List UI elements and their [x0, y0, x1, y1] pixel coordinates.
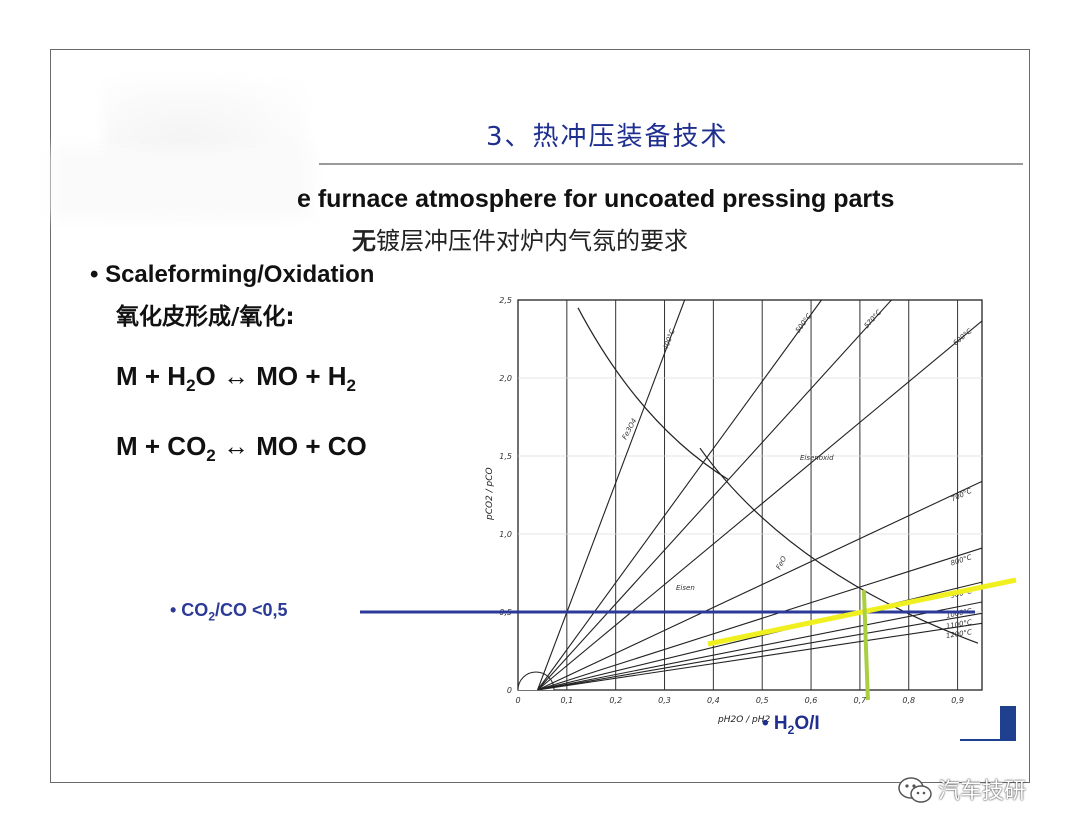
isotherm-label: 500°C — [794, 312, 813, 334]
isotherm-label: 1200°C — [945, 628, 972, 640]
region-label: Eisenoxid — [800, 454, 834, 462]
h2o-h2-label: • H2O/I — [762, 713, 820, 737]
x-tick-label: 0,8 — [902, 696, 915, 705]
x-tick-label: 0,6 — [805, 696, 818, 705]
chart-frame — [517, 299, 983, 691]
x-tick-label: 0,3 — [658, 696, 671, 705]
slide-title: 3、热冲压装备技术 — [486, 122, 729, 152]
x-tick-label: 0,5 — [756, 696, 769, 705]
isotherm-label: 800°C — [950, 553, 973, 567]
blurred-region — [51, 148, 311, 218]
equation-water: M + H2O ↔ MO + H2 — [116, 361, 356, 396]
watermark-text: 汽车技研 — [938, 779, 1027, 804]
isotherm-line — [537, 480, 983, 691]
title-divider — [319, 163, 1023, 165]
isotherm-line — [537, 601, 983, 691]
highlight-band — [707, 577, 1017, 647]
heading-cn-bold: 无 — [352, 227, 376, 255]
h2o-h2-limit-line — [861, 589, 870, 701]
x-axis-label: pH2O / pH2 — [717, 715, 771, 725]
wechat-icon — [898, 777, 932, 803]
x-tick-label: 0,9 — [951, 696, 964, 705]
corner-mark — [1000, 706, 1016, 740]
region-label: Eisen — [676, 584, 695, 592]
isotherm-label: 700°C — [950, 487, 973, 504]
isotherm-line — [537, 612, 983, 691]
isotherm-line — [537, 299, 686, 691]
bullet-chinese: 氧化皮形成/氧化: — [116, 304, 295, 330]
x-tick-label: 0,2 — [609, 696, 622, 705]
x-tick-label: 0,4 — [707, 696, 720, 705]
heading-chinese: 无镀层冲压件对炉内气氛的要求 — [352, 221, 688, 256]
region-label: FeO — [775, 555, 789, 571]
heading-english: e furnace atmosphere for uncoated pressi… — [297, 185, 895, 213]
heading-cn-rest: 镀层冲压件对炉内气氛的要求 — [376, 227, 688, 255]
isotherm-label: 400°C — [662, 328, 677, 351]
bullet-scaleforming: • Scaleforming/Oxidation — [90, 261, 375, 288]
y-tick-label: 0 — [507, 686, 512, 695]
isotherm-line — [537, 622, 983, 691]
co2-co-limit-label: • CO2/CO <0,5 — [170, 600, 288, 624]
x-tick-label: 0,7 — [854, 696, 868, 705]
x-tick-label: 0,1 — [560, 696, 573, 705]
y-tick-label: 2,0 — [499, 374, 512, 383]
isotherm-line — [537, 299, 822, 691]
y-tick-label: 1,5 — [499, 452, 512, 461]
y-axis-label: pCO2 / pCO — [485, 467, 495, 521]
equation-co2: M + CO2 ↔ MO + CO — [116, 431, 367, 466]
y-tick-label: 1,0 — [499, 530, 512, 539]
isotherm-line — [537, 299, 892, 691]
isotherm-line — [537, 320, 983, 691]
isotherm-line — [537, 547, 983, 691]
x-tick-label: 0 — [515, 696, 520, 705]
isotherm-label: 570°C — [863, 308, 884, 330]
boundary-feo-fe — [699, 447, 979, 644]
isotherm-label: 600°C — [952, 327, 974, 347]
boundary-fe3o4-feo — [577, 307, 729, 480]
y-tick-label: 2,5 — [499, 296, 512, 305]
